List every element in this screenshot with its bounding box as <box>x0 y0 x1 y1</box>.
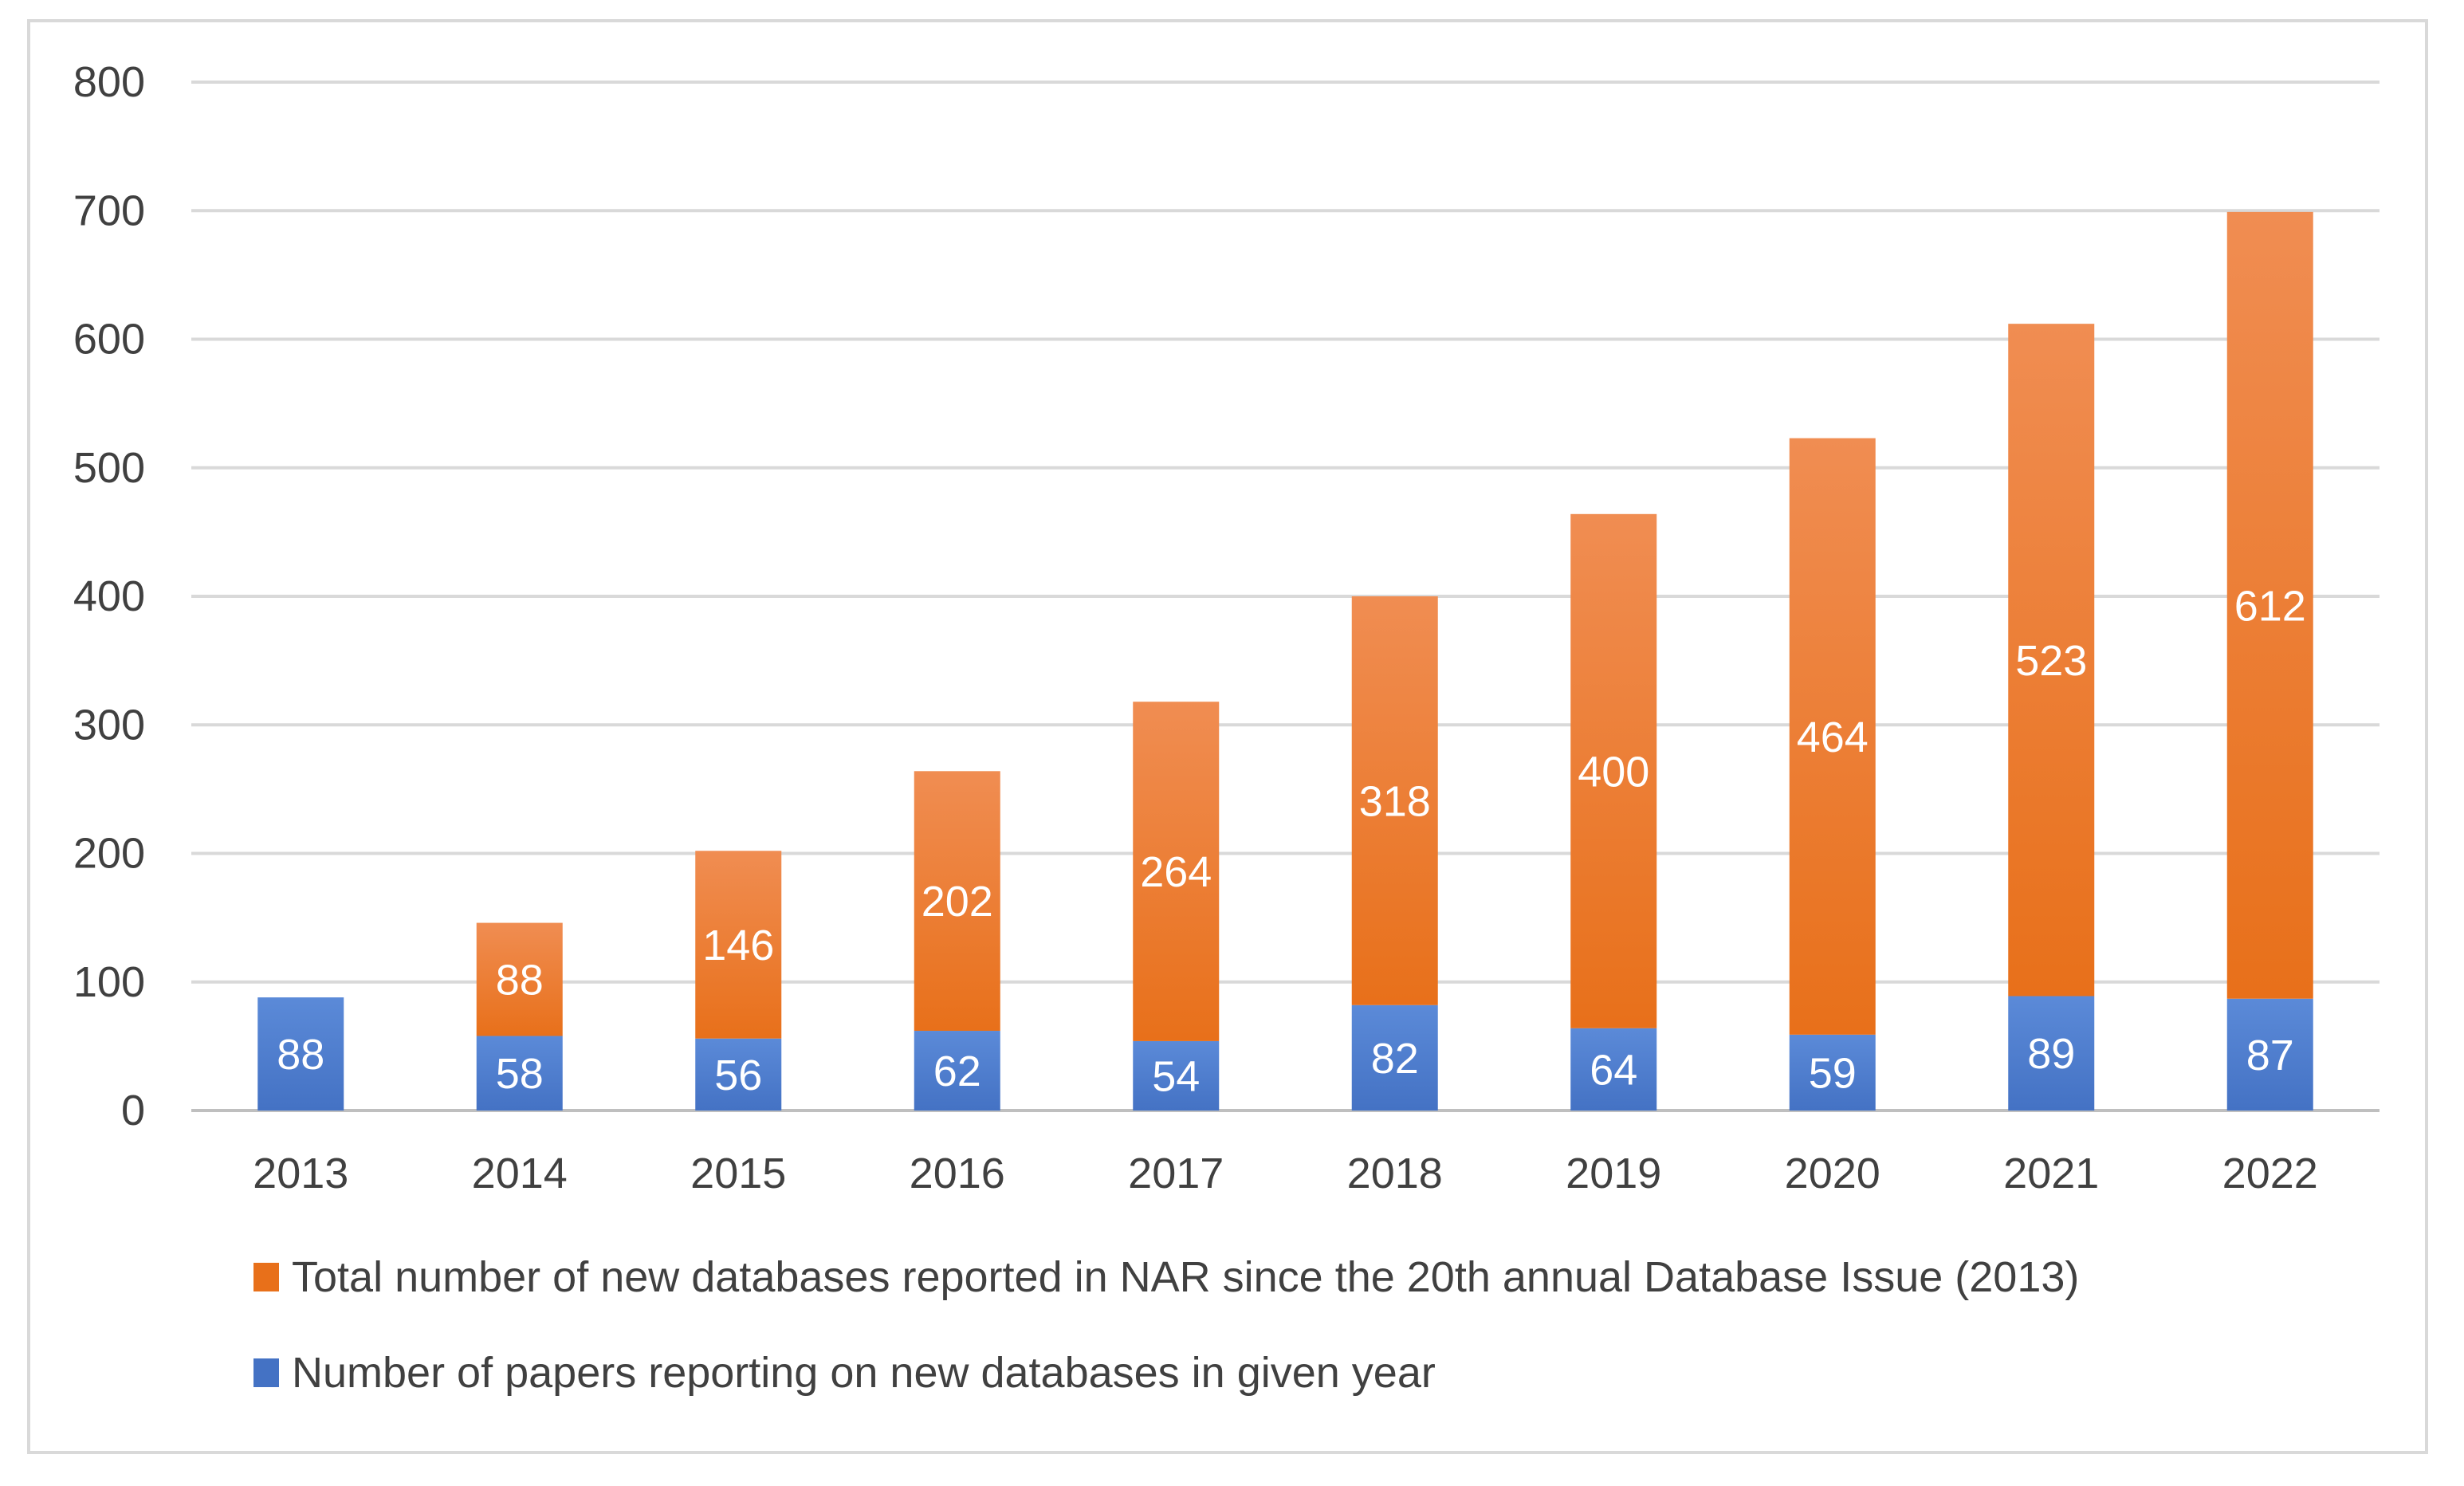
x-tick-label: 2015 <box>690 1150 786 1197</box>
data-label-papers: 82 <box>1371 1035 1419 1083</box>
y-tick-label: 100 <box>73 958 145 1006</box>
bar-total-databases <box>2226 211 2313 999</box>
data-label-papers: 59 <box>1809 1049 1857 1097</box>
bar-papers <box>476 1036 563 1111</box>
legend-label-papers: Number of papers reporting on new databa… <box>292 1349 1436 1397</box>
data-label-papers: 62 <box>933 1048 981 1095</box>
y-tick-label: 700 <box>73 187 145 234</box>
x-tick-label: 2021 <box>2003 1150 2099 1197</box>
data-label-total: 88 <box>496 957 544 1004</box>
data-label-total: 146 <box>702 922 774 969</box>
bar-papers <box>695 1038 782 1111</box>
data-label-papers: 56 <box>714 1052 762 1099</box>
bar-papers <box>1351 1004 1438 1111</box>
x-tick-label: 2016 <box>910 1150 1005 1197</box>
bar-papers <box>1570 1028 1657 1111</box>
data-label-papers: 58 <box>496 1050 544 1098</box>
bar-papers <box>2226 998 2313 1111</box>
x-tick-label: 2013 <box>253 1150 348 1197</box>
y-tick-label: 400 <box>73 572 145 620</box>
y-tick-label: 0 <box>121 1087 145 1134</box>
data-label-papers: 88 <box>277 1031 324 1079</box>
bar-papers <box>257 997 344 1111</box>
data-label-total: 318 <box>1359 777 1431 825</box>
data-label-total: 612 <box>2234 582 2306 630</box>
data-label-total: 264 <box>1140 848 1212 896</box>
x-tick-label: 2018 <box>1347 1150 1443 1197</box>
x-tick-label: 2019 <box>1566 1150 1661 1197</box>
bar-total-databases <box>476 922 563 1036</box>
bar-total-databases <box>1351 596 1438 1005</box>
data-label-total: 202 <box>922 878 993 926</box>
bar-total-databases <box>1133 702 1220 1041</box>
data-label-papers: 89 <box>2027 1030 2075 1078</box>
data-label-total: 464 <box>1797 714 1869 761</box>
data-label-total: 523 <box>2015 637 2087 685</box>
x-tick-label: 2022 <box>2222 1150 2318 1197</box>
x-tick-label: 2020 <box>1785 1150 1880 1197</box>
bar-total-databases <box>1570 513 1657 1028</box>
y-tick-label: 200 <box>73 830 145 878</box>
bar-total-databases <box>914 771 1000 1032</box>
y-tick-label: 300 <box>73 701 145 749</box>
legend-swatch-total <box>253 1263 279 1291</box>
x-tick-label: 2017 <box>1128 1150 1224 1197</box>
data-label-papers: 87 <box>2246 1032 2294 1079</box>
legend-swatch-papers <box>253 1358 279 1387</box>
data-label-total: 400 <box>1578 748 1649 796</box>
data-label-papers: 54 <box>1152 1052 1200 1100</box>
legend-label-total: Total number of new databases reported i… <box>292 1253 2079 1301</box>
bar-papers <box>1789 1034 1876 1111</box>
y-tick-label: 800 <box>73 58 145 106</box>
bar-total-databases <box>695 851 782 1039</box>
bar-papers <box>1133 1040 1220 1111</box>
bar-total-databases <box>2008 324 2095 997</box>
y-tick-label: 600 <box>73 316 145 364</box>
bar-total-databases <box>1789 438 1876 1035</box>
y-tick-label: 500 <box>73 444 145 492</box>
bar-papers <box>914 1031 1000 1111</box>
x-tick-label: 2014 <box>472 1150 568 1197</box>
data-label-papers: 64 <box>1590 1046 1637 1094</box>
bar-papers <box>2008 996 2095 1111</box>
